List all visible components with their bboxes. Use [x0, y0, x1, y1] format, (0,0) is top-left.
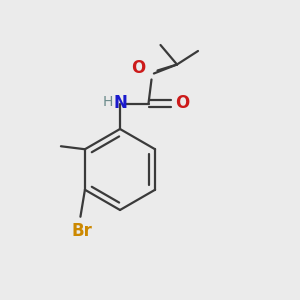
Text: N: N — [113, 94, 127, 112]
Text: O: O — [176, 94, 190, 112]
Text: Br: Br — [71, 222, 92, 240]
Text: O: O — [131, 59, 146, 77]
Text: H: H — [102, 95, 112, 109]
